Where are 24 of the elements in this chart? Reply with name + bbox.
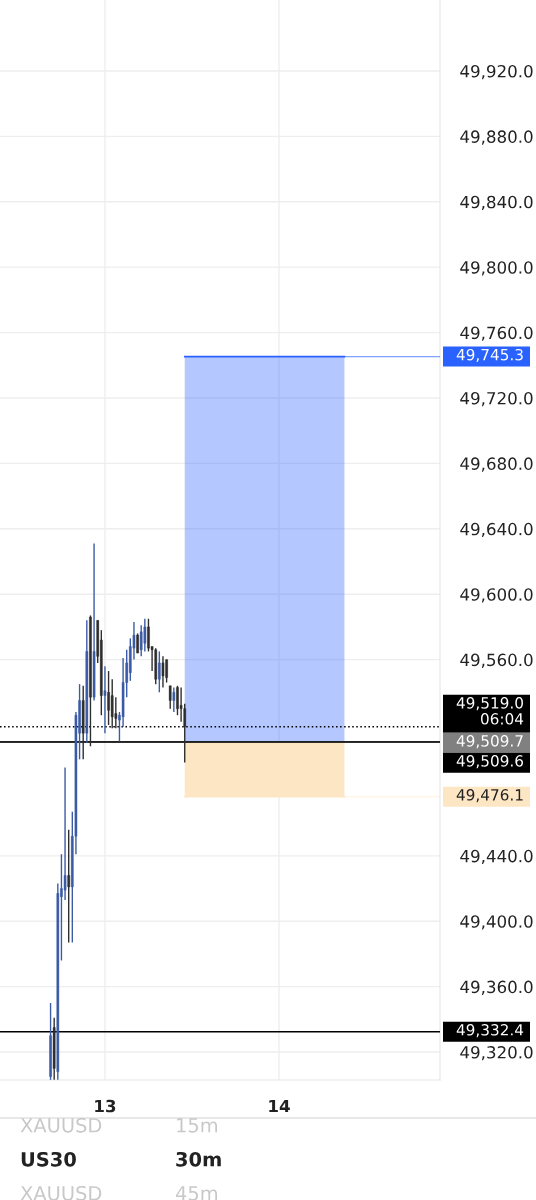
y-tick-label: 49,760.0 xyxy=(460,326,533,341)
ref-line-label: 49,476.1 xyxy=(456,789,523,803)
y-tick-label: 49,560.0 xyxy=(460,653,533,668)
y-tick-label: 49,320.0 xyxy=(460,1046,533,1061)
y-tick-label: 49,920.0 xyxy=(460,64,533,80)
y-tick-label: 49,600.0 xyxy=(460,588,533,603)
y-tick-label: 49,680.0 xyxy=(460,457,533,472)
y-tick-label: 49,880.0 xyxy=(460,130,533,145)
y-tick-label: 49,800.0 xyxy=(460,261,533,276)
y-tick-label: 49,400.0 xyxy=(460,915,533,930)
y-tick-label: 49,360.0 xyxy=(460,980,533,995)
ref-line-label: 49,332.4 xyxy=(456,1024,524,1038)
ref-line-label: 49,519.0 06:04 xyxy=(456,697,524,725)
ref-line-label: 49,745.3 xyxy=(456,348,523,363)
text: 30m xyxy=(176,1151,221,1167)
y-tick-label: 49,440.0 xyxy=(460,849,533,865)
y-tick-label: 49,720.0 xyxy=(460,391,533,407)
x-tick-label: 14 xyxy=(269,1099,290,1113)
y-tick-label: 49,640.0 xyxy=(460,522,533,538)
y-tick-label: 49,840.0 xyxy=(460,195,533,211)
ref-line-label: 49,509.7 xyxy=(456,735,523,749)
x-tick-label: 13 xyxy=(95,1099,116,1113)
text: US30 xyxy=(21,1151,76,1167)
ref-line-label: 49,509.6 xyxy=(456,755,524,769)
